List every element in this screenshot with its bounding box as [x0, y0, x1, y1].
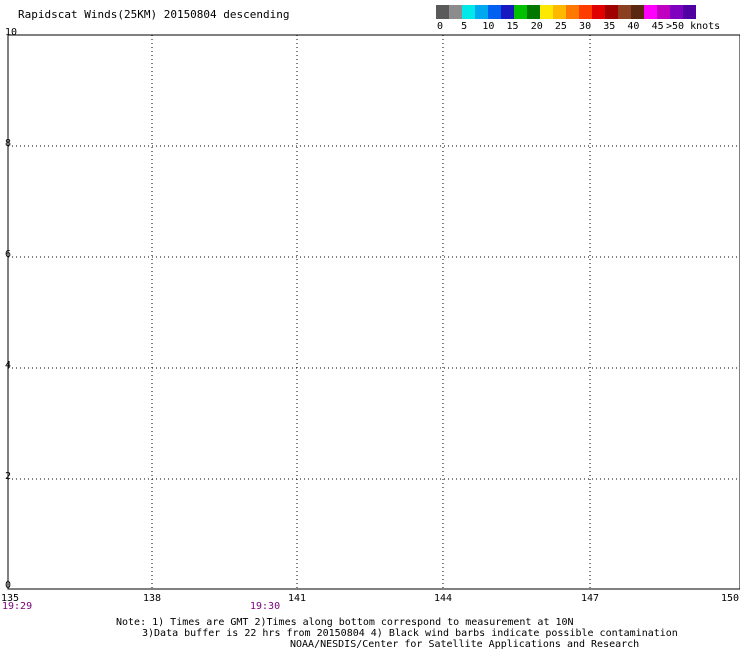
legend-swatch [553, 5, 566, 19]
lon-label-138: 138 [142, 593, 162, 604]
lon-label-150: 150 [720, 593, 740, 604]
legend-swatch [670, 5, 683, 19]
lat-label-8: 8 [5, 138, 12, 149]
legend-label: 20 [530, 21, 543, 32]
legend-swatch [579, 5, 592, 19]
legend-label: 5 [461, 21, 468, 32]
legend-swatch [605, 5, 618, 19]
legend-swatch [462, 5, 475, 19]
legend-label: >50 knots [666, 21, 721, 32]
legend-swatch [631, 5, 644, 19]
legend-label: 10 [482, 21, 495, 32]
lat-label-2: 2 [5, 471, 12, 482]
lat-label-6: 6 [5, 249, 12, 260]
legend-swatch [514, 5, 527, 19]
lon-label-144: 144 [433, 593, 453, 604]
legend-swatch [592, 5, 605, 19]
time-label-end: 19:30 [250, 601, 281, 612]
legend-label: 45 [651, 21, 664, 32]
legend-swatch [475, 5, 488, 19]
legend-label: 25 [554, 21, 567, 32]
legend-label: 0 [436, 21, 444, 32]
legend-label: 15 [506, 21, 519, 32]
lat-label-10: 10 [5, 27, 18, 38]
legend-swatch [449, 5, 462, 19]
lon-label-147: 147 [580, 593, 600, 604]
legend-swatch [527, 5, 540, 19]
note-line-3: NOAA/NESDIS/Center for Satellite Applica… [290, 639, 640, 650]
legend-swatch [488, 5, 501, 19]
legend-swatch [436, 5, 449, 19]
legend-swatch [618, 5, 631, 19]
lon-label-141: 141 [287, 593, 307, 604]
plot-frame [7, 34, 740, 590]
lat-gridlines [8, 145, 740, 480]
legend-swatch [540, 5, 553, 19]
time-label-start: 19:29 [2, 601, 33, 612]
lon-label-135: 135 [0, 593, 20, 604]
legend-swatch [657, 5, 670, 19]
lat-label-0: 0 [5, 580, 12, 591]
legend-label: 40 [627, 21, 640, 32]
legend-label: 30 [579, 21, 592, 32]
lat-label-4: 4 [5, 360, 12, 371]
lon-gridlines [151, 35, 591, 589]
legend-swatch [501, 5, 514, 19]
legend-label: 35 [603, 21, 616, 32]
legend-swatch [566, 5, 579, 19]
legend-swatch [683, 5, 696, 19]
wind-speed-legend [436, 5, 696, 19]
note-line-1: Note: 1) Times are GMT 2)Times along bot… [116, 617, 574, 628]
legend-swatch [644, 5, 657, 19]
note-line-2: 3)Data buffer is 22 hrs from 20150804 4)… [142, 628, 678, 639]
map-title: Rapidscat Winds(25KM) 20150804 descendin… [18, 8, 290, 21]
